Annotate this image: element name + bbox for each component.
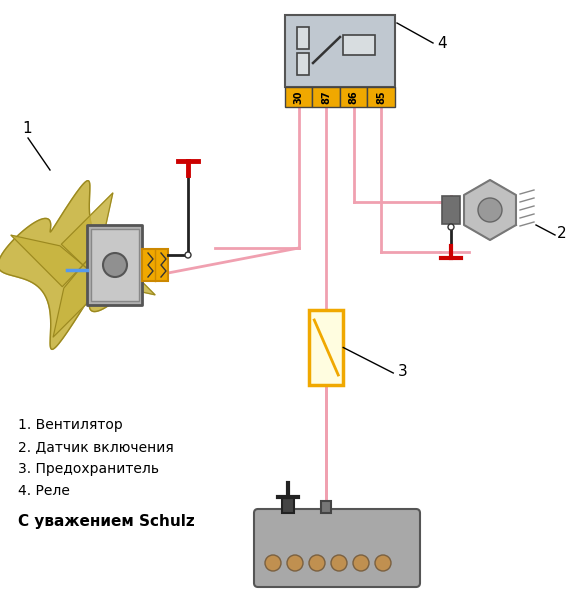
Text: 4: 4 (437, 36, 447, 51)
Text: 3. Предохранитель: 3. Предохранитель (18, 462, 159, 476)
Bar (309, 310, 343, 385)
Circle shape (103, 253, 127, 277)
Circle shape (309, 555, 325, 571)
Circle shape (265, 555, 281, 571)
Bar (285, 15, 395, 87)
Bar (282, 497, 294, 513)
Text: С уважением Schulz: С уважением Schulz (18, 514, 194, 529)
Circle shape (478, 198, 502, 222)
Circle shape (375, 555, 391, 571)
Bar (142, 249, 168, 281)
Polygon shape (83, 244, 155, 295)
Bar (285, 87, 312, 107)
Circle shape (353, 555, 369, 571)
Polygon shape (0, 181, 142, 349)
Text: 85: 85 (376, 90, 386, 104)
Circle shape (287, 555, 303, 571)
Text: 87: 87 (321, 90, 331, 104)
Text: 2: 2 (557, 226, 567, 241)
Text: 30: 30 (294, 90, 304, 104)
Text: 1: 1 (22, 121, 31, 136)
Circle shape (185, 252, 191, 258)
Polygon shape (53, 265, 105, 337)
Bar (340, 87, 367, 107)
Polygon shape (61, 193, 113, 265)
Bar (343, 35, 375, 55)
Text: 4. Реле: 4. Реле (18, 484, 70, 498)
Polygon shape (464, 180, 516, 240)
Text: 3: 3 (398, 364, 408, 379)
Bar (91, 229, 139, 301)
Text: 2. Датчик включения: 2. Датчик включения (18, 440, 174, 454)
Circle shape (448, 224, 454, 230)
Bar (297, 53, 309, 75)
Bar (87, 225, 142, 305)
Bar (367, 87, 395, 107)
Bar (442, 196, 460, 224)
Text: 1. Вентилятор: 1. Вентилятор (18, 418, 123, 432)
Text: 86: 86 (349, 90, 359, 104)
Polygon shape (11, 235, 83, 286)
Bar (321, 501, 331, 513)
Bar (312, 87, 340, 107)
Bar (297, 27, 309, 49)
Circle shape (331, 555, 347, 571)
FancyBboxPatch shape (254, 509, 420, 587)
